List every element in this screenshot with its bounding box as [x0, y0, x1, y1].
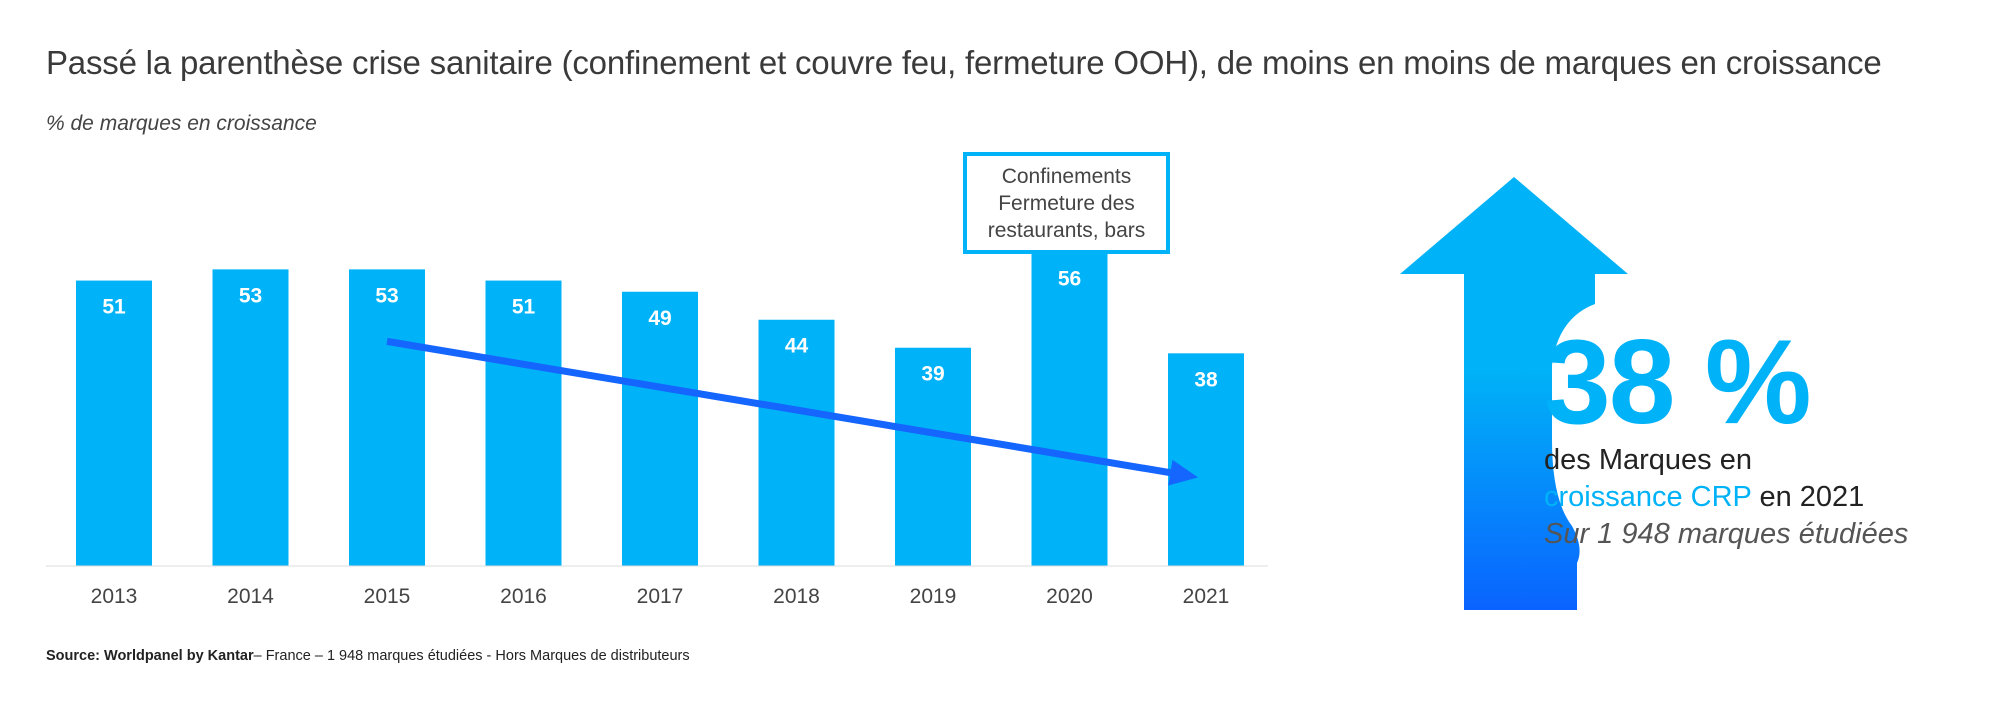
x-tick-2019: 2019 — [910, 585, 957, 608]
chart-subtitle: % de marques en croissance — [46, 112, 317, 135]
x-tick-2017: 2017 — [637, 585, 684, 608]
bar-2018 — [758, 319, 835, 566]
kpi-value: 38 % — [1544, 315, 1812, 449]
bar-2021 — [1168, 353, 1244, 566]
data-label-2015: 53 — [375, 284, 398, 307]
kpi-line-1: des Marques en — [1544, 444, 1752, 476]
bar-2020 — [1031, 252, 1108, 567]
data-label-2020: 56 — [1058, 268, 1081, 291]
kpi-highlight: croissance CRP — [1544, 481, 1752, 513]
x-tick-2021: 2021 — [1183, 585, 1230, 608]
x-tick-2015: 2015 — [364, 585, 411, 608]
bars: 51 53 53 51 49 44 39 56 38 — [76, 252, 1244, 567]
x-tick-2020: 2020 — [1046, 585, 1093, 608]
data-label-2013: 51 — [102, 296, 126, 319]
annotation-line-1: Confinements — [1001, 164, 1132, 188]
annotation-line-3: restaurants, bars — [987, 218, 1146, 242]
source-rest: – France – 1 948 marques étudiées - Hors… — [253, 648, 690, 664]
data-label-2017: 49 — [648, 307, 671, 330]
bar-2016 — [485, 280, 562, 566]
big-up-arrow-icon — [1400, 177, 1628, 610]
x-tick-2014: 2014 — [227, 585, 274, 608]
bar-2017 — [622, 291, 698, 566]
data-label-2014: 53 — [239, 284, 262, 307]
chart-title: Passé la parenthèse crise sanitaire (con… — [46, 44, 1882, 81]
trend — [386, 337, 1198, 486]
kpi-line-2: croissance CRP en 2021 — [1544, 479, 1908, 516]
data-label-2016: 51 — [512, 296, 536, 319]
bar-2019 — [895, 347, 971, 566]
x-axis: 2013 2014 2015 2016 2017 2018 2019 2020 2021 — [46, 565, 1268, 608]
x-tick-2018: 2018 — [773, 585, 820, 608]
x-tick-2016: 2016 — [500, 585, 547, 608]
bar-2013 — [76, 280, 152, 566]
lockdown-annotation-box: Confinements Fermeture des restaurants, … — [963, 152, 1170, 254]
annotation-line-2: Fermeture des — [998, 191, 1135, 215]
data-label-2019: 39 — [921, 363, 944, 386]
kpi-line-2-rest: en 2021 — [1751, 481, 1865, 513]
data-label-2021: 38 — [1194, 368, 1218, 391]
x-tick-2013: 2013 — [91, 585, 138, 608]
kpi-note: Sur 1 948 marques étudiées — [1544, 518, 1909, 550]
kpi-block: 38 % des Marques en croissance CRP en 20… — [1544, 322, 1908, 553]
source-note: Source: Worldpanel by Kantar– France – 1… — [46, 648, 690, 664]
data-label-2018: 44 — [785, 335, 809, 358]
bar-2015 — [349, 269, 425, 566]
bar-2014 — [212, 269, 289, 566]
source-bold: Source: Worldpanel by Kantar — [46, 648, 254, 664]
trend-arrow-line — [386, 337, 1171, 477]
trend-down-arrow-icon — [1168, 459, 1198, 486]
